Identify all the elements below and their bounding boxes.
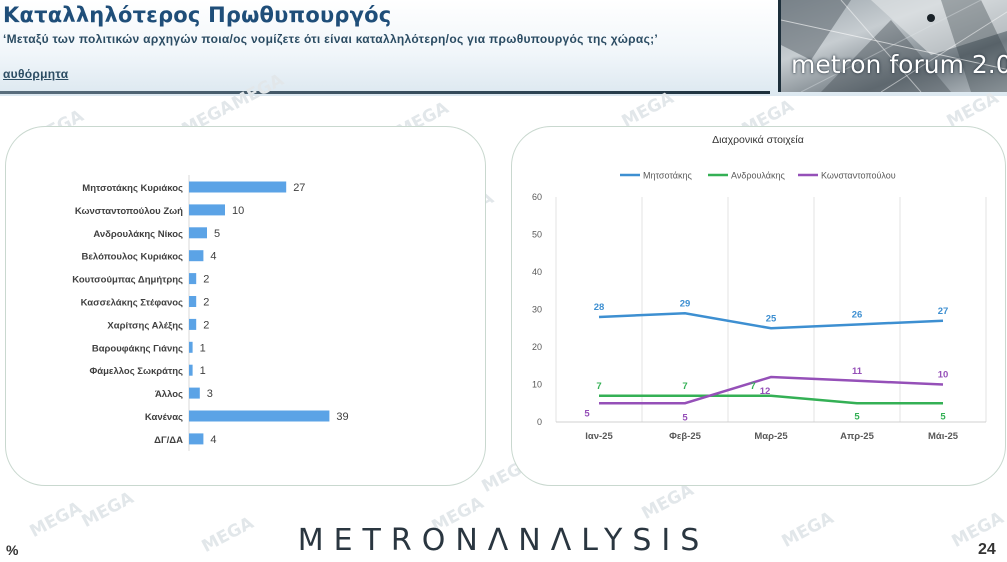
y-tick-label: 30 [532, 305, 542, 315]
data-label: 27 [938, 306, 949, 317]
data-label: 12 [760, 386, 771, 397]
data-label: 26 [852, 310, 863, 321]
data-label: 29 [680, 298, 691, 309]
bar-category-label: Κασσελάκης Στέφανος [81, 298, 183, 309]
bar-category-label: Βελόπουλος Κυριάκος [82, 252, 183, 263]
bar [189, 250, 204, 262]
x-tick-label: Μαρ-25 [754, 431, 788, 442]
bar-value-label: 2 [203, 297, 209, 309]
bar-category-label: Βαρουφάκης Γιάνης [92, 343, 183, 354]
bar-chart-panel: Μητσοτάκης Κυριάκος 27 Κωνσταντοπούλου Ζωή… [5, 126, 486, 486]
bar-value-label: 1 [200, 365, 206, 377]
y-tick-label: 50 [532, 230, 542, 240]
x-tick-label: Ιαν-25 [585, 431, 613, 442]
bar-value-label: 3 [207, 388, 213, 400]
bar-category-label: Κωνσταντοπούλου Ζωή [75, 206, 183, 217]
bar-value-label: 1 [200, 342, 206, 354]
line-chart-panel: Διαχρονικά στοιχεία Μητσοτάκης Ανδρουλάκης… [511, 126, 1006, 486]
bar-value-label: 27 [293, 182, 305, 194]
line-chart-title: Διαχρονικά στοιχεία [712, 134, 804, 146]
header-rule [0, 91, 770, 94]
data-label: 5 [854, 411, 860, 422]
bar-value-label: 39 [336, 411, 348, 423]
bar [189, 318, 197, 330]
bar-value-label: 2 [203, 319, 209, 331]
bar-value-label: 2 [203, 274, 209, 286]
data-label: 7 [750, 381, 755, 392]
bar-category-label: Φάμελλος Σωκράτης [89, 366, 183, 377]
bar-value-label: 5 [214, 228, 220, 240]
metron-forum-logo: metron forum 2.0 [778, 0, 1007, 92]
data-label: 5 [584, 408, 590, 419]
bar-category-label: ΔΓ/ΔΑ [154, 435, 183, 446]
survey-question: ‘Μεταξύ των πολιτικών αρχηγών ποια/ος νο… [3, 32, 659, 46]
x-tick-label: Φεβ-25 [669, 431, 702, 442]
bar-category-label: Κανένας [145, 412, 183, 423]
question-note: αυθόρμητα [3, 67, 69, 81]
forum-logo-graphic [781, 0, 1007, 92]
series-line [598, 311, 944, 330]
metron-analysis-logo: METRONΛNΛLYSIS [297, 523, 710, 558]
bar [189, 364, 193, 376]
bar [189, 410, 330, 422]
bar [189, 204, 225, 216]
data-label: 10 [938, 370, 949, 381]
legend-label: Μητσοτάκης [643, 171, 692, 181]
data-label: 28 [594, 302, 605, 313]
bar [189, 296, 197, 307]
legend-label: Ανδρουλάκης [731, 171, 785, 181]
x-tick-label: Μάι-25 [928, 431, 959, 442]
y-tick-label: 40 [532, 267, 542, 277]
bar-value-label: 4 [210, 251, 216, 263]
y-tick-label: 0 [537, 417, 542, 427]
bar [189, 273, 197, 285]
bar-category-label: Άλλος [155, 389, 183, 400]
page-number: 24 [978, 541, 996, 558]
y-tick-label: 20 [532, 342, 542, 352]
data-label: 5 [940, 411, 946, 422]
bar-value-label: 10 [232, 205, 244, 217]
bar [189, 433, 204, 445]
series-line [599, 375, 944, 405]
bar-category-label: Ανδρουλάκης Νίκος [93, 229, 183, 240]
data-label: 7 [682, 381, 687, 392]
bar-value-label: 4 [210, 434, 216, 446]
y-tick-label: 60 [532, 192, 542, 202]
data-label: 7 [596, 381, 601, 392]
bar [189, 181, 287, 193]
slide-title: Καταλληλότερος Πρωθυπουργός [3, 3, 392, 27]
bar [189, 341, 193, 353]
bar-category-label: Χαρίτσης Αλέξης [107, 320, 183, 331]
x-tick-label: Απρ-25 [840, 431, 874, 442]
bar-category-label: Μητσοτάκης Κυριάκος [82, 183, 183, 194]
y-tick-label: 10 [532, 380, 542, 390]
legend-label: Κωνσταντοπούλου [821, 171, 896, 181]
line-chart: Διαχρονικά στοιχεία Μητσοτάκης Ανδρουλάκης… [532, 134, 987, 442]
forum-logo-text: metron forum 2.0 [791, 50, 1007, 79]
data-label: 25 [766, 313, 777, 324]
bar [189, 387, 200, 399]
bar-chart: Μητσοτάκης Κυριάκος 27 Κωνσταντοπούλου Ζωή… [72, 175, 349, 451]
bar-category-label: Κουτσούμπας Δημήτρης [72, 275, 183, 286]
percent-unit: % [6, 542, 19, 558]
bar [189, 227, 207, 239]
data-label: 5 [682, 412, 688, 423]
data-label: 11 [852, 366, 863, 377]
series-line [599, 394, 943, 405]
